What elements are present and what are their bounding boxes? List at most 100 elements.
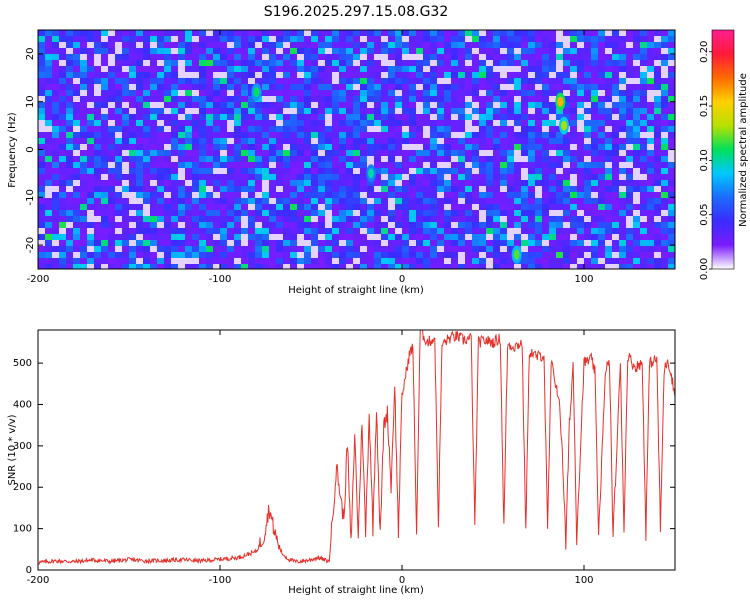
heatmap-cell	[668, 126, 675, 133]
heatmap-cell	[332, 186, 340, 193]
heatmap-cell	[437, 102, 445, 109]
heatmap-cell	[178, 84, 186, 91]
heatmap-cell	[115, 96, 123, 103]
heatmap-cell	[304, 102, 312, 109]
heatmap-cell	[388, 30, 396, 37]
heatmap-cell	[479, 180, 487, 187]
heatmap-cell	[626, 252, 634, 259]
heatmap-cell	[633, 72, 641, 79]
heatmap-cell	[472, 156, 480, 163]
heatmap-cell	[360, 186, 368, 193]
heatmap-cell	[220, 108, 228, 115]
heatmap-cell	[612, 138, 620, 145]
heatmap-cell	[66, 168, 74, 175]
heatmap-cell	[311, 138, 319, 145]
heatmap-cell	[423, 102, 431, 109]
heatmap-cell	[339, 114, 347, 121]
heatmap-cell	[143, 162, 151, 169]
heatmap-cell	[164, 138, 172, 145]
heatmap-cell	[654, 144, 662, 151]
heatmap-cell	[591, 42, 599, 49]
heatmap-cell	[605, 84, 613, 91]
heatmap-cell	[668, 168, 675, 175]
heatmap-cell	[472, 114, 480, 121]
heatmap-cell	[45, 102, 53, 109]
heatmap-cell	[73, 72, 81, 79]
heatmap-cell	[472, 78, 480, 85]
heatmap-cell	[353, 150, 361, 157]
heatmap-cell	[647, 120, 655, 127]
heatmap-cell	[157, 72, 165, 79]
heatmap-cell	[213, 54, 221, 61]
y-tick-label: 10	[25, 95, 36, 108]
heatmap-cell	[563, 204, 571, 211]
heatmap-cell	[598, 114, 606, 121]
heatmap-cell	[206, 72, 214, 79]
heatmap-cell	[458, 114, 466, 121]
heatmap-cell	[668, 258, 675, 265]
heatmap-cell	[479, 30, 487, 37]
heatmap-cell	[381, 192, 389, 199]
heatmap-cell	[479, 48, 487, 55]
heatmap-cell	[612, 60, 620, 67]
heatmap-cell	[290, 72, 298, 79]
heatmap-cell	[647, 174, 655, 181]
heatmap-cell	[458, 252, 466, 259]
heatmap-cell	[115, 90, 123, 97]
heatmap-cell	[136, 198, 144, 205]
heatmap-cell	[647, 156, 655, 163]
heatmap-cell	[276, 240, 284, 247]
heatmap-cell	[542, 132, 550, 139]
heatmap-cell	[150, 36, 158, 43]
heatmap-cell	[115, 36, 123, 43]
heatmap-cell	[353, 108, 361, 115]
heatmap-cell	[206, 186, 214, 193]
heatmap-cell	[185, 120, 193, 127]
heatmap-cell	[500, 126, 508, 133]
heatmap-cell	[101, 246, 109, 253]
heatmap-cell	[178, 198, 186, 205]
heatmap-cell	[423, 138, 431, 145]
heatmap-cell	[542, 168, 550, 175]
heatmap-cell	[290, 156, 298, 163]
heatmap-cell	[87, 138, 95, 145]
heatmap-cell	[311, 234, 319, 241]
heatmap-cell	[129, 72, 137, 79]
heatmap-cell	[164, 174, 172, 181]
heatmap-cell	[185, 216, 193, 223]
heatmap-cell	[157, 258, 165, 265]
heatmap-cell	[381, 162, 389, 169]
heatmap-cell	[311, 120, 319, 127]
heatmap-cell	[52, 252, 60, 259]
heatmap-cell	[283, 48, 291, 55]
heatmap-cell	[500, 132, 508, 139]
heatmap-cell	[654, 222, 662, 229]
heatmap-cell	[367, 240, 375, 247]
heatmap-cell	[577, 48, 585, 55]
heatmap-cell	[465, 60, 473, 67]
heatmap-cell	[178, 168, 186, 175]
heatmap-cell	[94, 252, 102, 259]
heatmap-cell	[556, 216, 564, 223]
heatmap-cell	[612, 96, 620, 103]
heatmap-cell	[73, 84, 81, 91]
heatmap-cell	[87, 102, 95, 109]
heatmap-cell	[269, 114, 277, 121]
heatmap-cell	[346, 72, 354, 79]
heatmap-cell	[388, 132, 396, 139]
heatmap-cell	[584, 222, 592, 229]
heatmap-cell	[542, 222, 550, 229]
heatmap-cell	[451, 126, 459, 133]
heatmap-cell	[556, 144, 564, 151]
heatmap-cell	[353, 66, 361, 73]
heatmap-cell	[269, 66, 277, 73]
heatmap-cell	[654, 180, 662, 187]
heatmap-cell	[255, 180, 263, 187]
heatmap-cell	[269, 258, 277, 265]
heatmap-cell	[430, 138, 438, 145]
heatmap-cell	[409, 204, 417, 211]
heatmap-cell	[80, 264, 88, 269]
heatmap-cell	[570, 138, 578, 145]
heatmap-cell	[605, 222, 613, 229]
heatmap-cell	[80, 48, 88, 55]
